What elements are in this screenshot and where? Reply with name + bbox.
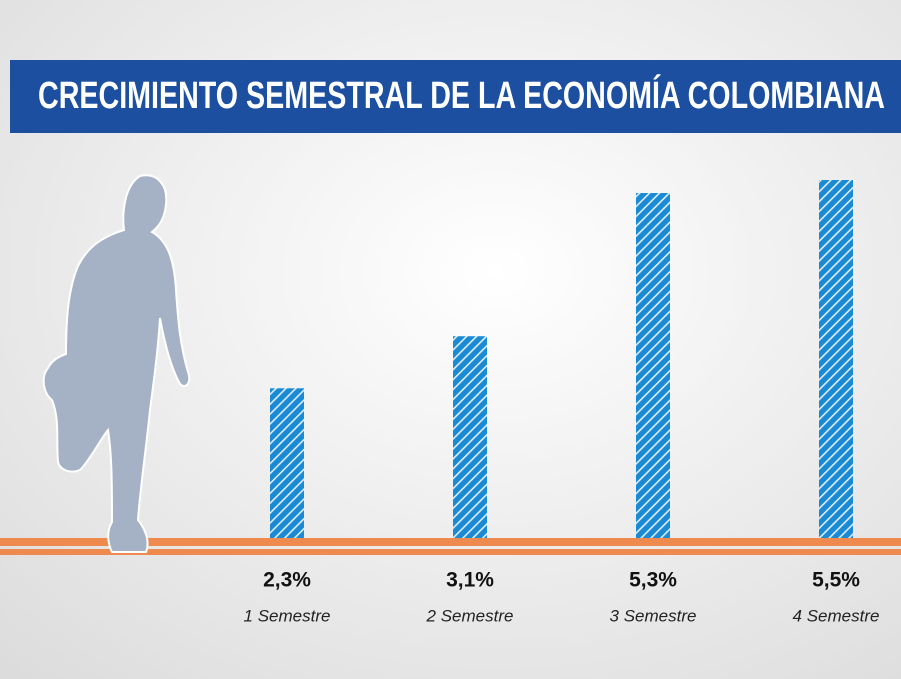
title-band [10, 60, 901, 133]
runner-silhouette [42, 174, 191, 553]
track-line [0, 549, 901, 555]
chart-title: CRECIMIENTO SEMESTRAL DE LA ECONOMÍA COL… [38, 73, 885, 117]
bar [453, 336, 487, 538]
x-tick-label: 4 Semestre [793, 606, 880, 625]
x-tick-label: 2 Semestre [426, 606, 514, 625]
bar [819, 180, 853, 538]
value-label: 3,1% [446, 569, 494, 592]
track-line [0, 538, 901, 546]
value-label: 2,3% [263, 569, 311, 592]
value-label: 5,3% [629, 569, 677, 592]
value-label: 5,5% [812, 569, 860, 592]
x-tick-label: 3 Semestre [610, 606, 697, 625]
x-tick-label: 1 Semestre [244, 606, 331, 625]
bar [270, 388, 304, 538]
bar [636, 193, 670, 538]
